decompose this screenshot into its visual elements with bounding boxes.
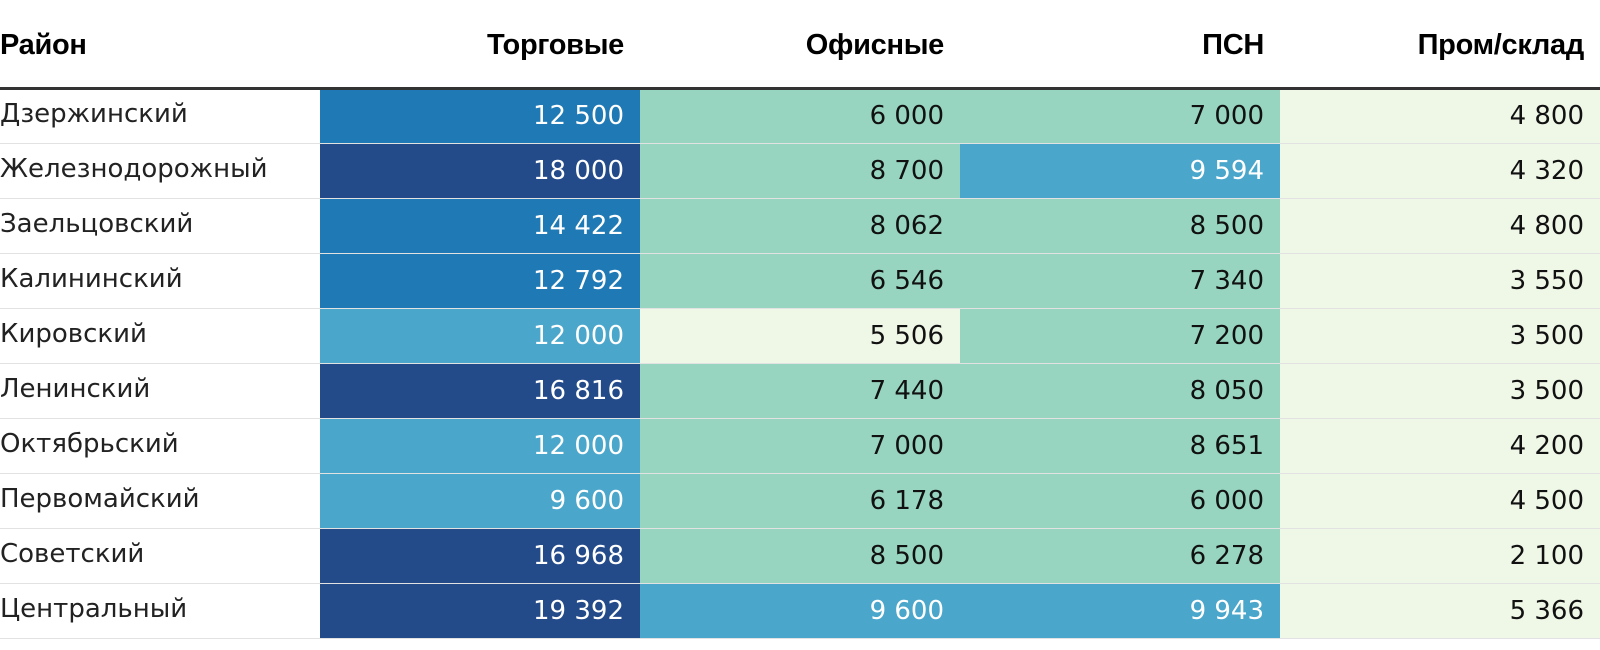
value-cell: 7 000 — [960, 88, 1280, 144]
value-cell: 9 943 — [960, 583, 1280, 639]
value-cell: 4 800 — [1280, 198, 1600, 254]
table-row: Железнодорожный 18 000 8 700 9 594 4 320 — [0, 143, 1600, 199]
table-row: Ленинский 16 816 7 440 8 050 3 500 — [0, 363, 1600, 419]
district-name-cell: Железнодорожный — [0, 143, 320, 199]
value-cell: 6 178 — [640, 473, 960, 529]
district-name-cell: Дзержинский — [0, 88, 320, 144]
value-cell: 7 340 — [960, 253, 1280, 309]
value-cell: 12 792 — [320, 253, 640, 309]
value-cell: 3 500 — [1280, 363, 1600, 419]
table-row: Заельцовский 14 422 8 062 8 500 4 800 — [0, 198, 1600, 254]
table-body: Дзержинский 12 500 6 000 7 000 4 800 Железнод… — [0, 88, 1600, 639]
header-row: Район Торговые Офисные ПСН Пром/склад — [0, 0, 1600, 90]
value-cell: 7 200 — [960, 308, 1280, 364]
value-cell: 16 968 — [320, 528, 640, 584]
value-cell: 7 000 — [640, 418, 960, 474]
value-cell: 8 062 — [640, 198, 960, 254]
district-name-cell: Первомайский — [0, 473, 320, 529]
value-cell: 3 550 — [1280, 253, 1600, 309]
table-row: Октябрьский 12 000 7 000 8 651 4 200 — [0, 418, 1600, 474]
district-name-cell: Заельцовский — [0, 198, 320, 254]
value-cell: 9 600 — [640, 583, 960, 639]
value-cell: 6 546 — [640, 253, 960, 309]
value-cell: 6 000 — [640, 88, 960, 144]
value-cell: 8 500 — [960, 198, 1280, 254]
value-cell: 6 278 — [960, 528, 1280, 584]
value-cell: 6 000 — [960, 473, 1280, 529]
value-cell: 7 440 — [640, 363, 960, 419]
value-cell: 4 500 — [1280, 473, 1600, 529]
district-name-cell: Центральный — [0, 583, 320, 639]
table-row: Советский 16 968 8 500 6 278 2 100 — [0, 528, 1600, 584]
value-cell: 18 000 — [320, 143, 640, 199]
district-name-cell: Советский — [0, 528, 320, 584]
value-cell: 12 000 — [320, 418, 640, 474]
column-header-industrial-warehouse[interactable]: Пром/склад — [1280, 0, 1600, 90]
value-cell: 3 500 — [1280, 308, 1600, 364]
district-name-cell: Ленинский — [0, 363, 320, 419]
value-cell: 8 050 — [960, 363, 1280, 419]
value-cell: 8 651 — [960, 418, 1280, 474]
value-cell: 5 506 — [640, 308, 960, 364]
value-cell: 2 100 — [1280, 528, 1600, 584]
value-cell: 9 594 — [960, 143, 1280, 199]
value-cell: 4 800 — [1280, 88, 1600, 144]
value-cell: 4 200 — [1280, 418, 1600, 474]
value-cell: 4 320 — [1280, 143, 1600, 199]
value-cell: 19 392 — [320, 583, 640, 639]
value-cell: 12 000 — [320, 308, 640, 364]
table-row: Дзержинский 12 500 6 000 7 000 4 800 — [0, 88, 1600, 144]
value-cell: 12 500 — [320, 88, 640, 144]
column-header-office[interactable]: Офисные — [640, 0, 960, 90]
table-row: Кировский 12 000 5 506 7 200 3 500 — [0, 308, 1600, 364]
value-cell: 14 422 — [320, 198, 640, 254]
value-cell: 5 366 — [1280, 583, 1600, 639]
table-row: Калининский 12 792 6 546 7 340 3 550 — [0, 253, 1600, 309]
column-header-psn[interactable]: ПСН — [960, 0, 1280, 90]
column-header-district[interactable]: Район — [0, 0, 320, 90]
district-name-cell: Калининский — [0, 253, 320, 309]
value-cell: 8 700 — [640, 143, 960, 199]
table-row: Центральный 19 392 9 600 9 943 5 366 — [0, 583, 1600, 639]
value-cell: 8 500 — [640, 528, 960, 584]
district-name-cell: Октябрьский — [0, 418, 320, 474]
district-name-cell: Кировский — [0, 308, 320, 364]
value-cell: 9 600 — [320, 473, 640, 529]
value-cell: 16 816 — [320, 363, 640, 419]
table-row: Первомайский 9 600 6 178 6 000 4 500 — [0, 473, 1600, 529]
column-header-retail[interactable]: Торговые — [320, 0, 640, 90]
